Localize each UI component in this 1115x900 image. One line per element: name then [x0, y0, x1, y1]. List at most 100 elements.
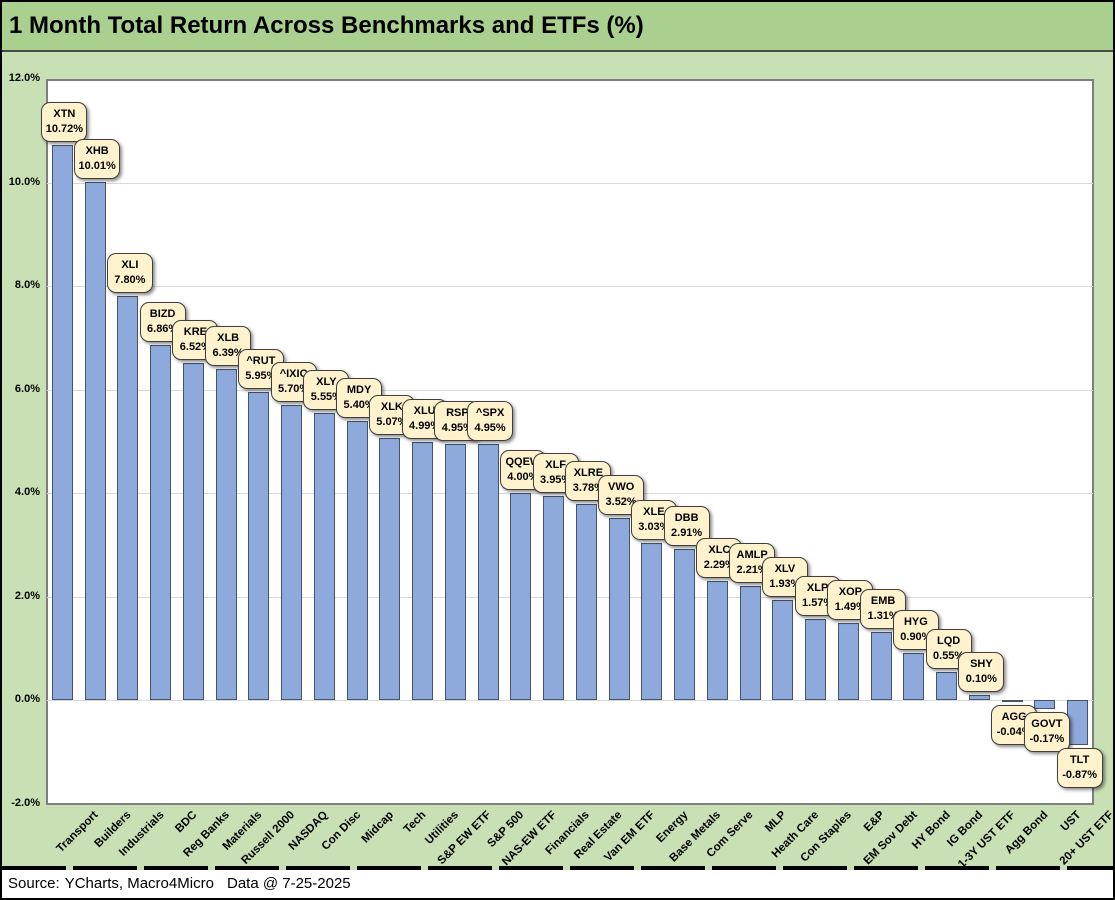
data-label-GOVT: GOVT -0.17% — [1023, 711, 1070, 752]
callout-ticker: HYG — [903, 616, 928, 629]
callout-ticker: SHY — [970, 657, 993, 670]
bar-^RUT — [248, 392, 270, 700]
bar-LQD — [936, 671, 958, 700]
bar-DBB — [674, 549, 696, 700]
gridline-6.0% — [47, 389, 1093, 391]
callout-ticker: XLY — [316, 375, 337, 388]
source-value: YCharts, Macro4Micro — [64, 875, 214, 892]
bar-RSP — [444, 443, 466, 700]
callout-value: 3.78% — [572, 482, 604, 495]
callout-value: 5.07% — [376, 415, 408, 428]
bar-AGG — [1001, 700, 1023, 703]
callout-value: 2.29% — [703, 559, 735, 572]
bar-BIZD — [150, 344, 172, 700]
bar-GOVT — [1034, 700, 1056, 709]
callout-value: 6.39% — [212, 347, 244, 360]
callout-value: 3.95% — [540, 473, 572, 486]
callout-value: 2.21% — [736, 563, 768, 576]
callout-ticker: XLU — [413, 404, 436, 417]
bar-EMB — [870, 632, 892, 700]
callout-value: 6.52% — [179, 340, 211, 353]
callout-value: 1.57% — [802, 596, 834, 609]
callout-value: 4.95% — [441, 421, 473, 434]
data-label-SHY: SHY 0.10% — [958, 651, 1005, 692]
bar-XLK — [379, 437, 401, 700]
bar-XLRE — [575, 504, 597, 700]
bar-XLE — [641, 543, 663, 700]
gridline-10.0% — [47, 182, 1093, 184]
gridline-8.0% — [47, 286, 1093, 287]
bar-XLU — [412, 441, 434, 700]
bar-^SPX — [477, 443, 499, 700]
callout-ticker: XOP — [838, 585, 862, 598]
callout-value: 1.31% — [867, 610, 899, 623]
callout-value: -0.04% — [996, 726, 1032, 739]
bar-XLI — [117, 296, 139, 700]
y-axis-label: 10.0% — [8, 175, 40, 188]
bar-XLC — [706, 581, 728, 700]
bar-TLT — [1067, 700, 1089, 746]
callout-ticker: XLI — [121, 259, 139, 272]
callout-value: 4.95% — [474, 421, 506, 434]
data-label-XLK: XLK 5.07% — [368, 394, 415, 435]
callout-ticker: XTN — [53, 108, 76, 121]
callout-ticker: XLF — [545, 458, 567, 471]
callout-value: 10.01% — [78, 159, 116, 172]
callout-ticker: BIZD — [149, 307, 176, 320]
bar-XLP — [805, 618, 827, 700]
callout-value: 4.00% — [507, 471, 539, 483]
data-label-XLI: XLI 7.80% — [106, 253, 153, 294]
data-label-^SPX: ^SPX 4.95% — [467, 400, 514, 441]
callout-ticker: KRE — [183, 325, 207, 338]
bar-XOP — [837, 622, 859, 700]
data-label-XTN: XTN 10.72% — [41, 102, 88, 143]
y-axis-label: 8.0% — [14, 279, 40, 291]
bar-XLV — [772, 600, 794, 700]
callout-ticker: LQD — [937, 634, 961, 647]
callout-ticker: MDY — [346, 383, 372, 396]
data-date-stamp: Data @ 7-25-2025 — [227, 875, 351, 892]
callout-value: 0.10% — [965, 672, 997, 685]
callout-value: 6.86% — [147, 322, 179, 335]
bar-XLF — [543, 495, 565, 700]
callout-ticker: XLP — [806, 581, 829, 594]
callout-value: -0.87% — [1062, 769, 1098, 782]
callout-value: 5.95% — [245, 370, 277, 383]
callout-ticker: RSP — [446, 406, 469, 419]
footer-bar: Source: YCharts, Macro4Micro Data @ 7-25-… — [2, 870, 1113, 898]
y-axis-label: 2.0% — [14, 589, 40, 602]
callout-ticker: DBB — [674, 512, 699, 525]
axis-tick-separator — [2, 866, 1113, 870]
y-axis-label: -2.0% — [11, 796, 40, 809]
callout-value: 0.55% — [933, 649, 965, 662]
callout-value: 2.91% — [671, 527, 703, 540]
bar-VWO — [608, 517, 630, 700]
bar-XTN — [51, 145, 73, 700]
callout-ticker: XLV — [774, 563, 796, 576]
callout-ticker: EMB — [870, 595, 896, 608]
callout-value: 1.93% — [769, 578, 801, 591]
callout-ticker: QQEW — [505, 456, 541, 468]
source-text: Source: YCharts, Macro4Micro — [8, 875, 214, 892]
chart-title: 1 Month Total Return Across Benchmarks a… — [9, 12, 644, 39]
callout-ticker: AGG — [1001, 711, 1027, 724]
bar-QQEW — [510, 493, 532, 700]
callout-ticker: VWO — [607, 480, 635, 493]
bar-MDY — [346, 420, 368, 700]
source-label: Source: — [8, 875, 60, 892]
callout-value: 10.72% — [45, 123, 84, 136]
bar-XLB — [215, 369, 237, 700]
y-axis-label: 4.0% — [14, 486, 40, 498]
bar-XLY — [313, 412, 335, 700]
bar-^IXIC — [281, 405, 303, 700]
bar-KRE — [182, 362, 204, 700]
callout-value: 3.52% — [605, 495, 637, 508]
callout-ticker: XLRE — [573, 467, 604, 480]
y-axis-label: 6.0% — [14, 382, 40, 395]
callout-value: 7.80% — [114, 274, 146, 287]
chart-title-bar: 1 Month Total Return Across Benchmarks a… — [2, 2, 1113, 52]
callout-ticker: XLE — [643, 506, 665, 519]
callout-ticker: GOVT — [1031, 717, 1063, 730]
callout-value: 5.70% — [278, 383, 310, 396]
